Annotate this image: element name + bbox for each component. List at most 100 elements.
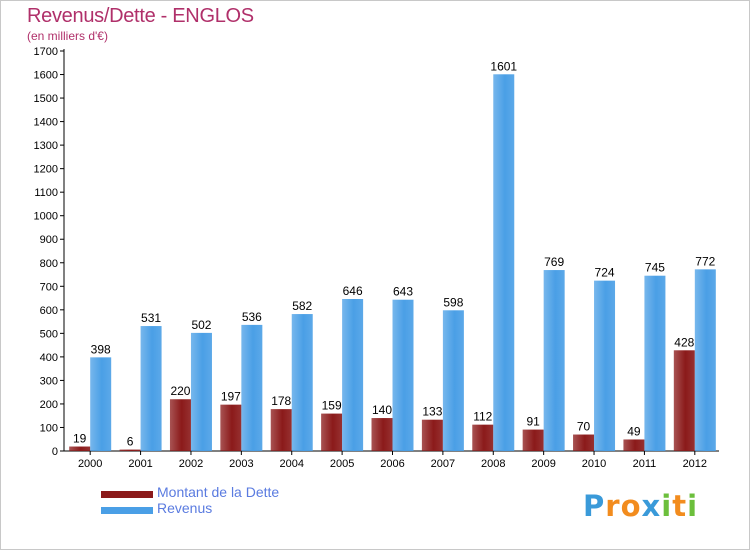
data-label-debt: 70 (577, 420, 591, 434)
y-tick-label: 1300 (34, 140, 58, 152)
data-label-revenue: 643 (393, 285, 413, 299)
bar-debt (371, 418, 393, 451)
x-tick-label: 2011 (633, 458, 657, 470)
logo-letter: r (605, 489, 621, 523)
bar-revenue (694, 269, 716, 451)
y-tick-label: 1100 (34, 187, 58, 199)
y-tick-label: 1600 (34, 70, 58, 82)
data-label-debt: 6 (127, 435, 134, 449)
data-label-revenue: 502 (191, 318, 211, 332)
bar-debt (270, 409, 292, 451)
data-label-revenue: 646 (343, 284, 363, 298)
data-label-revenue: 536 (242, 310, 262, 324)
bar-revenue (493, 74, 515, 451)
x-tick-label: 2008 (481, 458, 505, 470)
legend-swatch-debt (101, 491, 153, 498)
data-label-debt: 159 (322, 399, 342, 413)
logo-letter: i (687, 489, 699, 523)
x-tick-label: 2002 (179, 458, 203, 470)
bar-debt (169, 399, 191, 451)
data-label-revenue: 582 (292, 299, 312, 313)
logo-letter: i (661, 489, 673, 523)
y-tick-label: 700 (40, 281, 58, 293)
data-label-revenue: 598 (443, 295, 463, 309)
x-tick-label: 2007 (431, 458, 455, 470)
chart-title: Revenus/Dette - ENGLOS (27, 5, 254, 27)
data-label-debt: 91 (526, 415, 540, 429)
x-tick-label: 2006 (380, 458, 404, 470)
data-label-revenue: 769 (544, 255, 564, 269)
data-label-revenue: 1601 (490, 59, 517, 73)
logo-letter: P (583, 489, 606, 523)
bar-revenue (594, 280, 616, 451)
y-tick-label: 800 (40, 258, 58, 270)
data-label-revenue: 398 (91, 342, 111, 356)
data-label-debt: 178 (271, 394, 291, 408)
bar-debt (673, 350, 695, 451)
y-tick-label: 500 (40, 328, 58, 340)
x-tick-label: 2009 (531, 458, 555, 470)
y-tick-label: 1500 (34, 93, 58, 105)
chart-data-labels: 19 398 6 531 220 502 197 536 178 582 159 646 140 643 1… (73, 59, 716, 448)
bar-debt (573, 434, 595, 451)
logo-letter: t (672, 489, 688, 523)
chart-subtitle: (en milliers d'€) (27, 29, 108, 43)
logo-letter: o (620, 489, 642, 523)
bar-revenue (543, 270, 565, 451)
data-label-debt: 49 (627, 424, 641, 438)
bar-revenue (392, 299, 414, 451)
x-tick-label: 2010 (582, 458, 606, 470)
proxiti-logo: Proxiti (583, 489, 698, 523)
bar-debt (522, 429, 544, 451)
y-tick-label: 300 (40, 375, 58, 387)
data-label-debt: 133 (422, 405, 442, 419)
bar-revenue (644, 275, 666, 451)
x-tick-label: 2001 (128, 458, 152, 470)
bar-revenue (190, 332, 212, 451)
y-tick-label: 900 (40, 234, 58, 246)
y-tick-label: 1000 (34, 211, 58, 223)
bar-debt (119, 449, 141, 451)
logo-letter: x (641, 489, 662, 523)
y-tick-label: 200 (40, 399, 58, 411)
data-label-revenue: 772 (695, 254, 715, 268)
x-tick-label: 2000 (78, 458, 102, 470)
data-label-debt: 19 (73, 432, 87, 446)
bar-debt (623, 439, 645, 451)
bar-revenue (90, 357, 112, 451)
bar-revenue (291, 314, 313, 451)
chart-bars (69, 74, 716, 451)
bar-debt (69, 446, 91, 451)
x-tick-label: 2003 (229, 458, 253, 470)
legend-label-revenue: Revenus (157, 500, 213, 516)
data-label-debt: 140 (372, 403, 392, 417)
bar-debt (321, 413, 343, 451)
bar-debt (220, 404, 242, 451)
data-label-revenue: 745 (645, 261, 665, 275)
bar-revenue (442, 310, 464, 451)
legend-swatch-revenue (101, 507, 153, 514)
data-label-debt: 428 (674, 335, 694, 349)
y-tick-label: 600 (40, 305, 58, 317)
bar-revenue (342, 299, 364, 451)
bar-debt (421, 419, 443, 451)
bar-debt (472, 424, 494, 451)
data-label-revenue: 531 (141, 311, 161, 325)
x-tick-label: 2005 (330, 458, 354, 470)
data-label-debt: 220 (170, 384, 190, 398)
y-tick-label: 0 (52, 446, 58, 458)
bar-revenue (140, 326, 162, 451)
y-tick-label: 100 (40, 422, 58, 434)
data-label-debt: 197 (221, 390, 241, 404)
y-tick-label: 1200 (34, 164, 58, 176)
x-tick-label: 2012 (683, 458, 707, 470)
y-tick-label: 1400 (34, 117, 58, 129)
legend-label-debt: Montant de la Dette (157, 484, 280, 500)
y-tick-label: 1700 (34, 46, 58, 58)
bar-revenue (241, 324, 263, 451)
data-label-revenue: 724 (595, 266, 615, 280)
y-tick-label: 400 (40, 352, 58, 364)
data-label-debt: 112 (473, 410, 492, 424)
